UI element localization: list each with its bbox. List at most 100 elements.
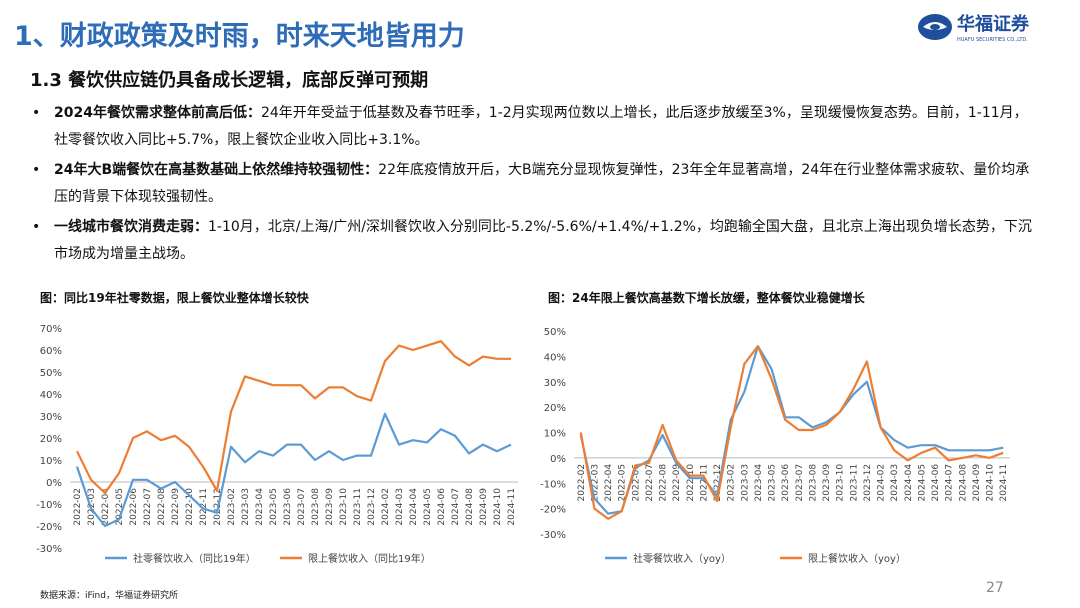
x-tick-label: 2022-08 bbox=[659, 464, 669, 502]
bullet-list: 2024年餐饮需求整体前高后低：24年开年受益于低基数及春节旺季，1-2月实现两… bbox=[30, 100, 1040, 271]
y-tick-label: -30% bbox=[36, 544, 62, 555]
x-tick-label: 2023-05 bbox=[768, 464, 778, 502]
x-tick-label: 2023-09 bbox=[325, 488, 335, 526]
logo: 华福证券 HUAFU SECURITIES CO.,LTD. bbox=[918, 13, 1030, 43]
bullet-text: 24年开年受益于低基数及春节旺季，1-2月实现两位数以上增长，此后逐步放缓至3%… bbox=[54, 105, 1028, 148]
x-tick-label: 2022-03 bbox=[590, 464, 600, 502]
y-tick-label: -20% bbox=[540, 505, 566, 516]
x-tick-label: 2023-09 bbox=[822, 464, 832, 502]
y-tick-label: 40% bbox=[40, 390, 62, 401]
chart-title: 图：同比19年社零数据，限上餐饮业整体增长较快 bbox=[40, 290, 310, 305]
series-line bbox=[75, 412, 512, 528]
bullet-lead: 2024年餐饮需求整体前高后低： bbox=[54, 105, 261, 121]
x-tick-label: 2023-11 bbox=[353, 488, 363, 526]
x-tick-label: 2022-06 bbox=[129, 488, 139, 526]
x-tick-label: 2024-03 bbox=[395, 488, 405, 526]
legend-label: 限上餐饮收入（同比19年） bbox=[308, 552, 431, 565]
series-line bbox=[579, 345, 1004, 520]
y-tick-label: 50% bbox=[544, 327, 566, 338]
x-tick-label: 2023-03 bbox=[241, 488, 251, 526]
x-tick-label: 2024-06 bbox=[931, 464, 941, 502]
y-tick-label: -10% bbox=[36, 500, 62, 511]
slide-title: 1、财政政策及时雨，时来天地皆用力 bbox=[14, 21, 465, 52]
x-tick-label: 2024-06 bbox=[437, 488, 447, 526]
x-tick-label: 2023-02 bbox=[227, 488, 237, 526]
x-tick-label: 2023-02 bbox=[727, 464, 737, 502]
x-tick-label: 2023-04 bbox=[754, 464, 764, 502]
x-tick-label: 2024-07 bbox=[451, 488, 461, 526]
x-tick-label: 2022-10 bbox=[686, 464, 696, 502]
x-tick-label: 2022-09 bbox=[672, 464, 682, 502]
x-tick-label: 2024-03 bbox=[890, 464, 900, 502]
bullet-lead: 一线城市餐饮消费走弱： bbox=[54, 219, 208, 235]
bullet: 24年大B端餐饮在高基数基础上依然维持较强韧性：22年底疫情放开后，大B端充分显… bbox=[30, 157, 1040, 211]
y-tick-label: 70% bbox=[40, 324, 62, 335]
x-tick-label: 2022-11 bbox=[199, 488, 209, 526]
x-tick-label: 2022-12 bbox=[713, 464, 723, 502]
x-tick-label: 2023-11 bbox=[849, 464, 859, 502]
x-tick-label: 2024-10 bbox=[986, 464, 996, 502]
bullet: 2024年餐饮需求整体前高后低：24年开年受益于低基数及春节旺季，1-2月实现两… bbox=[30, 100, 1040, 154]
bullet: 一线城市餐饮消费走弱：1-10月，北京/上海/广州/深圳餐饮收入分别同比-5.2… bbox=[30, 214, 1040, 268]
logo-eye bbox=[930, 24, 940, 30]
x-tick-label: 2023-06 bbox=[781, 464, 791, 502]
legend-label: 社零餐饮收入（同比19年） bbox=[133, 552, 256, 565]
y-tick-label: 10% bbox=[40, 456, 62, 467]
x-tick-label: 2024-09 bbox=[972, 464, 982, 502]
x-tick-label: 2024-04 bbox=[409, 488, 419, 526]
x-tick-label: 2024-02 bbox=[877, 464, 887, 502]
x-tick-label: 2022-05 bbox=[115, 488, 125, 526]
x-tick-label: 2024-05 bbox=[423, 488, 433, 526]
x-tick-label: 2022-09 bbox=[171, 488, 181, 526]
y-tick-label: -30% bbox=[540, 530, 566, 541]
x-tick-label: 2022-02 bbox=[577, 464, 587, 502]
x-tick-label: 2024-09 bbox=[479, 488, 489, 526]
x-tick-label: 2022-08 bbox=[157, 488, 167, 526]
x-tick-label: 2022-07 bbox=[143, 488, 153, 526]
bullet-text: 22年底疫情放开后，大B端充分显现恢复弹性，23年全年显著高增，24年在行业整体… bbox=[54, 162, 1030, 205]
x-tick-label: 2022-10 bbox=[185, 488, 195, 526]
x-tick-label: 2023-08 bbox=[808, 464, 818, 502]
legend-label: 限上餐饮收入（yoy） bbox=[808, 552, 906, 565]
x-tick-label: 2022-03 bbox=[87, 488, 97, 526]
x-tick-label: 2024-05 bbox=[917, 464, 927, 502]
series-line bbox=[76, 340, 511, 495]
x-tick-label: 2024-08 bbox=[465, 488, 475, 526]
x-tick-label: 2022-06 bbox=[631, 464, 641, 502]
bullet-text: 1-10月，北京/上海/广州/深圳餐饮收入分别同比-5.2%/-5.6%/+1.… bbox=[54, 219, 1032, 262]
logo-en: HUAFU SECURITIES CO.,LTD. bbox=[957, 37, 1028, 43]
y-tick-label: 0% bbox=[46, 478, 62, 489]
x-tick-label: 2024-04 bbox=[904, 464, 914, 502]
chart-title: 图：24年限上餐饮高基数下增长放缓，整体餐饮业稳健增长 bbox=[548, 290, 866, 305]
y-tick-label: 30% bbox=[40, 412, 62, 423]
x-tick-label: 2023-10 bbox=[339, 488, 349, 526]
x-tick-label: 2022-04 bbox=[101, 488, 111, 526]
source: 数据来源：iFind，华福证券研究所 bbox=[40, 591, 178, 601]
x-tick-label: 2023-05 bbox=[269, 488, 279, 526]
y-tick-label: 30% bbox=[544, 378, 566, 389]
bullet-lead: 24年大B端餐饮在高基数基础上依然维持较强韧性： bbox=[54, 162, 379, 178]
x-tick-label: 2024-11 bbox=[507, 488, 517, 526]
x-tick-label: 2023-04 bbox=[255, 488, 265, 526]
section-title: 1.3 餐饮供应链仍具备成长逻辑，底部反弹可预期 bbox=[30, 70, 429, 91]
x-tick-label: 2024-10 bbox=[493, 488, 503, 526]
x-tick-label: 2023-12 bbox=[367, 488, 377, 526]
x-tick-label: 2023-10 bbox=[836, 464, 846, 502]
page-number: 27 bbox=[986, 580, 1004, 596]
y-tick-label: 0% bbox=[550, 454, 566, 465]
y-tick-label: 10% bbox=[544, 429, 566, 440]
x-tick-label: 2024-02 bbox=[381, 488, 391, 526]
x-tick-label: 2024-11 bbox=[999, 464, 1009, 502]
x-tick-label: 2023-08 bbox=[311, 488, 321, 526]
y-tick-label: -10% bbox=[540, 479, 566, 490]
x-tick-label: 2024-07 bbox=[945, 464, 955, 502]
x-tick-label: 2023-07 bbox=[795, 464, 805, 502]
y-tick-label: 50% bbox=[40, 368, 62, 379]
x-tick-label: 2023-06 bbox=[283, 488, 293, 526]
legend-label: 社零餐饮收入（yoy） bbox=[633, 552, 731, 565]
x-tick-label: 2024-08 bbox=[958, 464, 968, 502]
x-tick-label: 2023-07 bbox=[297, 488, 307, 526]
